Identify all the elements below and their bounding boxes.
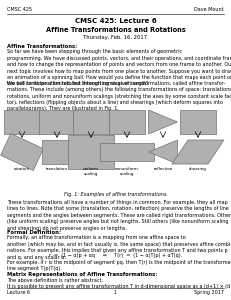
Polygon shape [1,134,43,170]
Text: CMSC 425: CMSC 425 [7,7,32,12]
Polygon shape [149,110,177,134]
Text: shearing: shearing [189,167,207,171]
Polygon shape [149,140,177,164]
Text: CMSC 425: Lecture 6: CMSC 425: Lecture 6 [75,18,156,24]
Text: uniform
scaling: uniform scaling [83,167,99,176]
Polygon shape [42,140,78,164]
Text: So far we have been stepping through the basic elements of geometric
programming: So far we have been stepping through the… [7,50,231,86]
Text: rotation: rotation [14,167,30,171]
Text: translation: translation [46,167,68,171]
Text: Formal Definition:: Formal Definition: [7,230,61,235]
Text: We will consider a limited, but interesting class of transformations, called aff: We will consider a limited, but interest… [7,81,231,111]
Text: Spring 2017: Spring 2017 [194,290,224,295]
Text: Dave Mount: Dave Mount [194,7,224,12]
Polygon shape [172,140,224,164]
Text: Fig. 1: Examples of affine transformations.: Fig. 1: Examples of affine transformatio… [64,192,167,197]
Text: Affine Transformations:: Affine Transformations: [7,44,77,49]
Text: nonuniform
scaling: nonuniform scaling [115,167,139,176]
Polygon shape [4,110,40,134]
Text: These transformations all have a number of things in common. For example, they a: These transformations all have a number … [7,200,231,231]
Text: Lecture 6: Lecture 6 [7,290,30,295]
Text: For example, if r is the midpoint of segment pq, then T(r) is the midpoint of th: For example, if r is the midpoint of seg… [7,260,231,272]
Polygon shape [180,110,216,134]
Text: Thursday, Feb. 16, 2017: Thursday, Feb. 16, 2017 [83,35,148,40]
Text: The above definition is rather abstract.
It is possible to present any affine tr: The above definition is rather abstract.… [7,278,231,289]
Text: Matrix Representations of Affine Transformations:: Matrix Representations of Affine Transfo… [7,272,157,277]
Text: r  =  (1 − α)p + αq     ⇒     T(r)  =  (1 − α)T(p) + αT(q).: r = (1 − α)p + αq ⇒ T(r) = (1 − α)T(p) +… [49,253,182,258]
Text: Formally, an affine transformation is a mapping from one affine space to
another: Formally, an affine transformation is a … [7,236,231,260]
Text: 1: 1 [114,290,117,295]
Text: Affine Transformations and Rotations: Affine Transformations and Rotations [46,27,185,33]
Text: reflection: reflection [153,167,173,171]
Polygon shape [100,143,154,161]
Polygon shape [39,110,75,134]
Polygon shape [73,110,109,134]
Polygon shape [109,110,145,134]
Polygon shape [68,135,114,169]
